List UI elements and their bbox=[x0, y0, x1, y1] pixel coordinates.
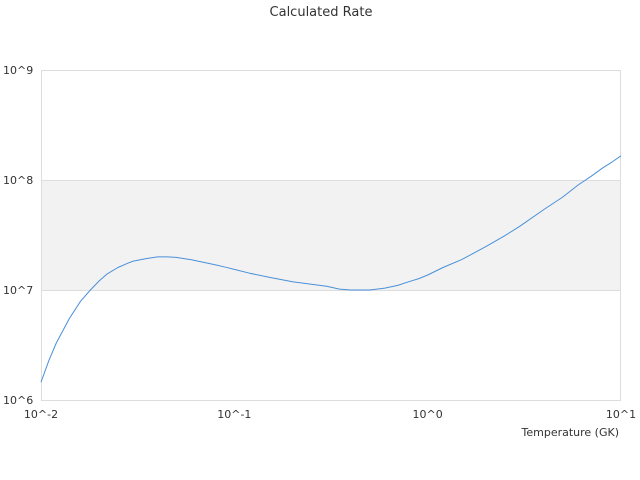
y-tick-labels: 10^6 10^7 10^8 10^9 bbox=[3, 64, 33, 407]
x-tick-labels: 10^-2 10^-1 10^0 10^1 bbox=[24, 408, 636, 421]
y-tick-label: 10^6 bbox=[3, 394, 33, 407]
series-line bbox=[40, 155, 622, 383]
chart-title: Calculated Rate bbox=[270, 5, 373, 20]
y-tick-label: 10^7 bbox=[3, 284, 33, 297]
y-tick-label: 10^8 bbox=[3, 174, 33, 187]
x-tick-label: 10^1 bbox=[606, 408, 636, 421]
x-axis-title: Temperature (GK) bbox=[521, 426, 620, 439]
plot-frame bbox=[41, 70, 621, 400]
plot-band bbox=[41, 180, 621, 290]
x-tick-label: 10^-2 bbox=[24, 408, 58, 421]
gridlines bbox=[41, 70, 621, 401]
series-group bbox=[40, 155, 622, 383]
plot-bands bbox=[41, 180, 621, 290]
x-tick-label: 10^0 bbox=[413, 408, 443, 421]
x-tick-label: 10^-1 bbox=[217, 408, 251, 421]
y-tick-label: 10^9 bbox=[3, 64, 33, 77]
